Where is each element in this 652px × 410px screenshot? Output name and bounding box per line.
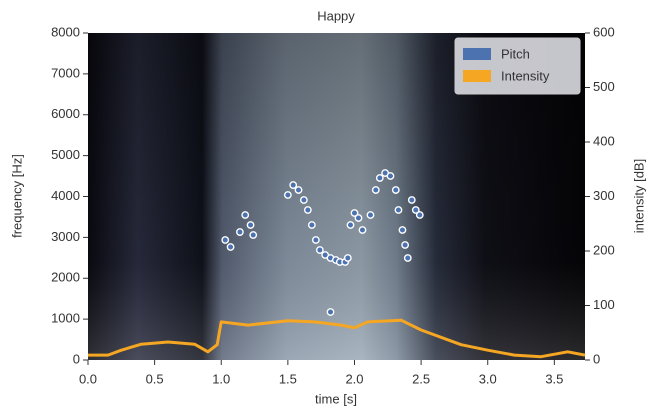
y-tick-label: 6000: [51, 106, 80, 121]
pitch-point: [311, 236, 320, 244]
pitch-point: [398, 226, 407, 234]
pitch-point: [394, 206, 403, 214]
intensity-line: [88, 318, 586, 359]
pitch-point: [386, 172, 395, 180]
y-tick-label: 5000: [51, 147, 80, 162]
y2-tick-label: 600: [593, 24, 615, 39]
y-axis-label: frequency [Hz]: [9, 154, 24, 238]
pitch-point: [371, 186, 380, 194]
pitch-point: [315, 246, 324, 254]
pitch-point: [391, 186, 400, 194]
pitch-point: [241, 211, 250, 219]
x-tick-label: 2.5: [412, 371, 430, 386]
pitch-point: [299, 196, 308, 204]
pitch-point: [350, 209, 359, 217]
pitch-point: [307, 221, 316, 229]
y2-tick-label: 100: [593, 297, 615, 312]
pitch-point: [221, 236, 230, 244]
pitch-point: [375, 174, 384, 182]
x-tick-label: 3.0: [479, 371, 497, 386]
y2-tick-label: 500: [593, 79, 615, 94]
y-tick-label: 0: [73, 351, 80, 366]
pitch-point: [346, 221, 355, 229]
pitch-point: [235, 228, 244, 236]
chart-title: Happy: [317, 8, 355, 23]
y2-tick-label: 0: [593, 351, 600, 366]
legend-swatch: [463, 48, 491, 60]
pitch-point: [415, 211, 424, 219]
pitch-point: [289, 181, 298, 189]
x-tick-label: 1.0: [212, 371, 230, 386]
pitch-point: [249, 231, 258, 239]
y-tick-label: 8000: [51, 24, 80, 39]
pitch-point: [411, 206, 420, 214]
x-tick-label: 0.0: [79, 371, 97, 386]
pitch-point: [343, 254, 352, 262]
pitch-point: [326, 308, 335, 316]
pitch-point: [407, 196, 416, 204]
pitch-point: [358, 226, 367, 234]
pitch-point: [366, 211, 375, 219]
legend-label: Pitch: [501, 46, 530, 61]
y-tick-label: 3000: [51, 229, 80, 244]
pitch-point: [246, 221, 255, 229]
y-tick-label: 2000: [51, 270, 80, 285]
legend-swatch: [463, 70, 491, 82]
pitch-point: [303, 206, 312, 214]
x-tick-label: 1.5: [279, 371, 297, 386]
y-tick-label: 4000: [51, 188, 80, 203]
pitch-point: [283, 191, 292, 199]
pitch-point: [403, 254, 412, 262]
y-tick-label: 1000: [51, 311, 80, 326]
legend: Pitch Intensity: [454, 37, 581, 95]
pitch-point: [354, 214, 363, 222]
x-axis-label: time [s]: [315, 391, 357, 406]
y2-tick-label: 300: [593, 188, 615, 203]
x-tick-label: 3.5: [545, 371, 563, 386]
x-tick-label: 0.5: [146, 371, 164, 386]
y2-tick-label: 400: [593, 133, 615, 148]
legend-label: Intensity: [501, 68, 550, 83]
pitch-point: [401, 241, 410, 249]
pitch-point: [226, 243, 235, 251]
y-tick-label: 7000: [51, 65, 80, 80]
x-tick-label: 2.0: [345, 371, 363, 386]
y2-tick-label: 200: [593, 242, 615, 257]
pitch-point: [294, 186, 303, 194]
y2-axis-label: intensity [dB]: [631, 159, 646, 233]
